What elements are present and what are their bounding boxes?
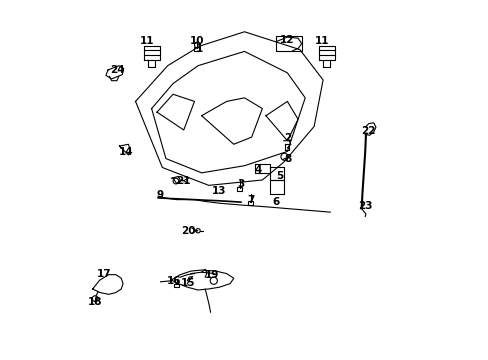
FancyBboxPatch shape: [173, 284, 179, 287]
Text: 17: 17: [97, 269, 112, 279]
Text: 11: 11: [314, 36, 329, 46]
Text: 19: 19: [204, 270, 218, 280]
Text: 23: 23: [357, 201, 372, 211]
Text: 22: 22: [361, 126, 375, 136]
Text: 5: 5: [275, 171, 283, 181]
Text: 14: 14: [119, 147, 133, 157]
Text: 18: 18: [88, 297, 102, 307]
Text: 12: 12: [279, 35, 293, 45]
Text: 8: 8: [284, 154, 291, 164]
Text: 16: 16: [166, 276, 181, 286]
Text: 15: 15: [181, 278, 195, 288]
Text: 4: 4: [254, 165, 261, 175]
FancyBboxPatch shape: [248, 202, 253, 205]
Text: 6: 6: [272, 197, 279, 207]
Text: 3: 3: [237, 179, 244, 189]
Text: 1: 1: [196, 44, 203, 54]
Text: 13: 13: [211, 186, 225, 197]
Text: 24: 24: [109, 65, 124, 75]
Text: 2: 2: [284, 133, 291, 143]
Text: 7: 7: [247, 195, 254, 205]
FancyBboxPatch shape: [275, 36, 301, 51]
FancyBboxPatch shape: [237, 187, 242, 191]
Text: 20: 20: [181, 226, 195, 236]
Text: 11: 11: [140, 36, 154, 46]
Text: 9: 9: [156, 190, 163, 200]
Text: 10: 10: [190, 36, 204, 46]
FancyBboxPatch shape: [194, 47, 200, 51]
Text: 21: 21: [176, 176, 190, 186]
